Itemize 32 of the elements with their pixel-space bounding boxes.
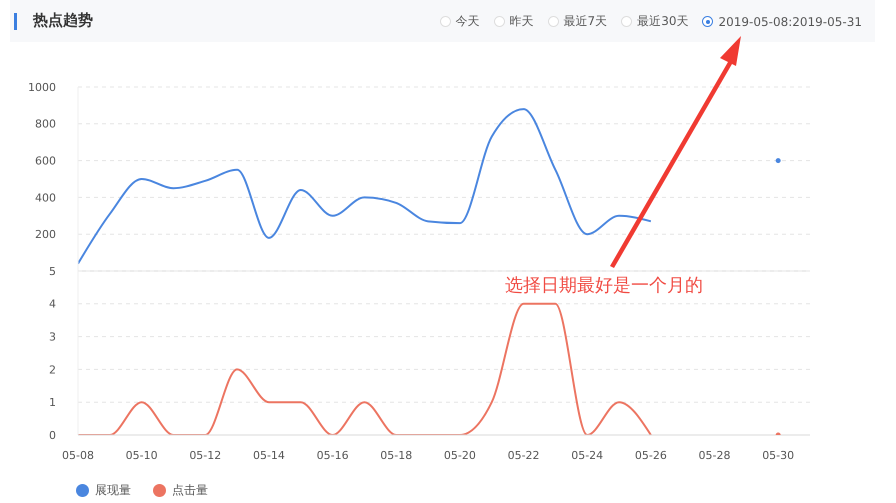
y-tick-label: 1000 bbox=[28, 80, 56, 94]
text: 2019-05-08:2019-05-31 bbox=[718, 14, 862, 28]
legend-label: 点击量 bbox=[172, 482, 208, 499]
text: 最近7天 bbox=[564, 13, 608, 30]
x-tick-label: 05-18 bbox=[380, 448, 412, 462]
y-tick-label: 4 bbox=[49, 298, 56, 311]
annotation: 选择日期最好是一个月的 bbox=[505, 274, 703, 297]
x-tick-label: 05-22 bbox=[508, 448, 540, 462]
x-tick-label: 05-28 bbox=[698, 448, 731, 462]
x-tick-label: 05-10 bbox=[126, 448, 158, 462]
text: 昨天 bbox=[510, 13, 534, 30]
y-tick-label: 600 bbox=[35, 154, 56, 168]
y-tick-label: 200 bbox=[35, 228, 56, 242]
y-tick-label: 5 bbox=[49, 264, 56, 278]
x-tick-label: 05-26 bbox=[634, 448, 667, 462]
x-tick-label: 05-14 bbox=[252, 448, 285, 462]
x-tick-label: 05-08 bbox=[62, 448, 94, 462]
text: 最近30天 bbox=[637, 13, 688, 30]
y-tick-label: 3 bbox=[49, 330, 56, 344]
chart-title: 热点趋势 bbox=[33, 11, 93, 30]
y-tick-label: 2 bbox=[49, 363, 56, 376]
x-tick-label: 05-24 bbox=[571, 448, 604, 462]
legend-label: 展现量 bbox=[95, 482, 131, 499]
x-tick-label: 05-16 bbox=[316, 448, 349, 462]
text: 今天 bbox=[456, 13, 480, 30]
y-tick-label: 1 bbox=[49, 396, 56, 410]
x-tick-label: 05-20 bbox=[444, 448, 476, 462]
x-tick-label: 05-12 bbox=[189, 448, 222, 462]
y-tick-label: 400 bbox=[35, 191, 56, 204]
y-tick-label: 800 bbox=[35, 118, 56, 131]
x-tick-label: 05-30 bbox=[762, 448, 794, 462]
y-tick-label: 0 bbox=[49, 428, 56, 442]
